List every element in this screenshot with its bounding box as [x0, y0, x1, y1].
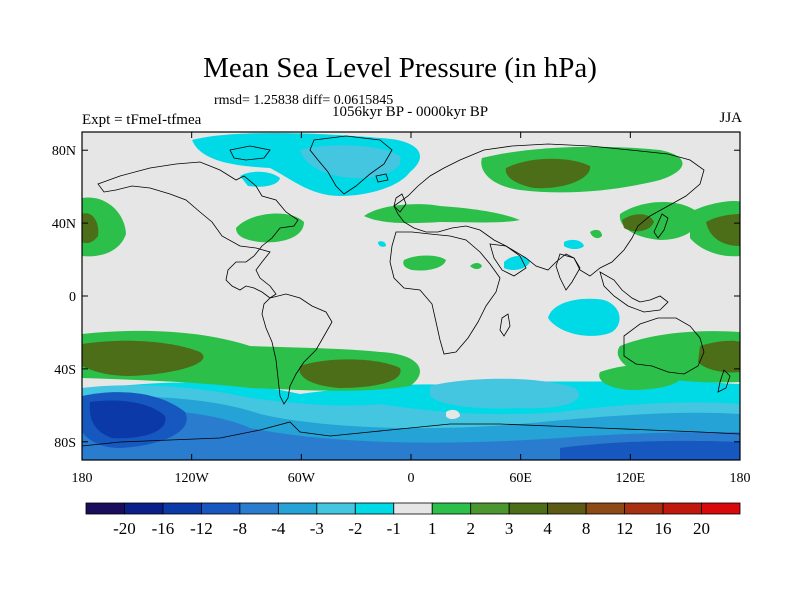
- experiment-label: Expt = tFmeI-tfmea: [82, 112, 202, 128]
- colorbar-label: -12: [190, 519, 213, 538]
- colorbar-swatch: [431, 502, 472, 515]
- colorbar-swatch: [316, 502, 356, 515]
- colorbar-label: 8: [582, 519, 591, 538]
- contour-weddell-gt1: [446, 409, 460, 419]
- colorbar-swatch: [277, 502, 318, 515]
- y-tick-label: 40N: [52, 217, 76, 232]
- colorbar-swatch: [239, 502, 279, 515]
- contour-south-pacific-gt3: [82, 340, 204, 376]
- rmsd-diff-stats: rmsd= 1.25838 diff= 0.0615845: [214, 93, 394, 108]
- colorbar-label: -20: [113, 519, 136, 538]
- colorbar-swatch: [701, 502, 741, 515]
- coastline-greenland: [309, 135, 393, 195]
- contour-atlantic-lt-neg1-small: [378, 241, 386, 247]
- contour-hudson-lt-neg1: [240, 171, 280, 187]
- contour-arabia-lt-neg1: [504, 256, 530, 270]
- colorbar-swatch: [124, 502, 164, 515]
- contour-indian-ocean-lt-neg1: [548, 298, 620, 336]
- colorbar-label: -8: [233, 519, 247, 538]
- colorbar-swatch: [470, 502, 510, 515]
- contour-south-atlantic-gt3: [299, 359, 401, 388]
- colorbar-label: 2: [466, 519, 475, 538]
- contour-north-pacific-east-gt3: [706, 214, 740, 246]
- plot-title: Mean Sea Level Pressure (in hPa): [203, 52, 597, 84]
- colorbar-label: -2: [348, 519, 362, 538]
- coastline-canadian-archipelago: [229, 145, 271, 161]
- contour-arabia-gt1: [470, 263, 482, 269]
- coastline-australia: [623, 317, 705, 375]
- coastline-africa: [389, 231, 501, 355]
- coastline-south-america: [261, 293, 333, 405]
- colorbar-swatch: [585, 502, 625, 515]
- colorbar-label: 4: [543, 519, 552, 538]
- colorbar-label: -1: [387, 519, 401, 538]
- colorbar-label: -16: [152, 519, 175, 538]
- contour-south-asia-gt1: [590, 229, 602, 239]
- colorbar-swatch: [354, 502, 395, 515]
- contour-east-asia-gt3: [622, 214, 654, 232]
- contour-north-atlantic-west-gt1: [236, 213, 304, 243]
- colorbar-swatch: [662, 502, 702, 515]
- coastline-north-america: [97, 161, 299, 299]
- coastline-iceland: [375, 173, 389, 183]
- x-tick-label: 60E: [509, 471, 532, 486]
- contour-tropical-atlantic-gt1: [403, 255, 446, 271]
- contour-south-asia-lt-neg1: [564, 239, 584, 249]
- colorbar-swatch: [547, 502, 587, 515]
- x-tick-label: 180: [72, 471, 93, 486]
- colorbar-swatch: [508, 502, 549, 515]
- contour-siberia-gt3: [505, 158, 591, 189]
- colorbar-label: -4: [271, 519, 286, 538]
- x-tick-label: 120W: [175, 471, 210, 486]
- coastline-southeast-asia: [599, 271, 669, 313]
- contour-north-atlantic-east-gt1: [364, 204, 520, 224]
- colorbar-label: 12: [616, 519, 633, 538]
- pressure-anomaly-contours: [82, 133, 740, 460]
- x-tick-label: 0: [408, 471, 415, 486]
- coastline-india: [555, 253, 581, 291]
- colorbar: -20 -16 -12 -8 -4 -3 -2 -1 1 2 3 4 8 12 16 20: [85, 502, 741, 538]
- x-axis-ticks: 180 120W 60W 0 60E 120E 180: [72, 132, 751, 486]
- x-tick-label: 120E: [616, 471, 646, 486]
- colorbar-swatch: [393, 502, 433, 515]
- coastline-antarctica: [82, 421, 740, 447]
- y-axis-ticks: 80N 40N 0 40S 80S: [52, 144, 740, 451]
- y-tick-label: 40S: [54, 363, 76, 378]
- x-tick-label: 60W: [288, 471, 316, 486]
- colorbar-swatch: [201, 502, 241, 515]
- contour-southern-ocean-cyan-patch: [430, 378, 579, 409]
- coastline-new-zealand: [717, 369, 731, 393]
- y-tick-label: 80S: [54, 436, 76, 451]
- time-period-label: 1056kyr BP - 0000kyr BP: [331, 104, 489, 120]
- colorbar-label: 16: [655, 519, 672, 538]
- season-label: JJA: [719, 110, 742, 126]
- colorbar-swatch: [162, 502, 202, 515]
- coastline-arabia: [489, 243, 527, 277]
- coastline-madagascar: [499, 313, 511, 337]
- contour-tasman-gt3: [698, 340, 740, 373]
- colorbar-swatch: [624, 502, 664, 515]
- colorbar-label: 3: [505, 519, 514, 538]
- contour-north-pacific-west-gt1: [82, 197, 126, 257]
- x-tick-label: 180: [730, 471, 751, 486]
- coastlines: [82, 135, 740, 447]
- coastline-japan: [653, 213, 669, 239]
- y-tick-label: 80N: [52, 144, 76, 159]
- coastline-british-isles: [393, 193, 407, 213]
- colorbar-swatch: [85, 502, 125, 515]
- colorbar-label: -3: [310, 519, 324, 538]
- coastline-eurasia: [393, 143, 705, 277]
- colorbar-label: 1: [428, 519, 437, 538]
- y-tick-label: 0: [69, 290, 76, 305]
- colorbar-label: 20: [693, 519, 710, 538]
- contour-east-antarctic-lt-neg8: [560, 440, 740, 460]
- contour-pacific-low-lt-neg12: [89, 400, 166, 439]
- contour-north-pacific-west-gt3: [82, 213, 99, 244]
